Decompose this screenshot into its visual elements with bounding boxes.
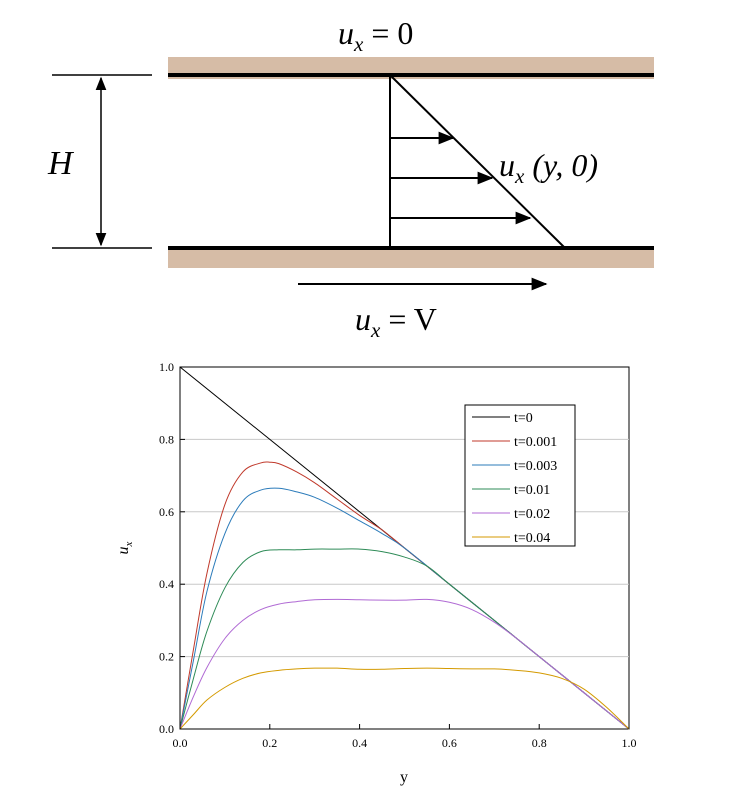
legend-label: t=0 bbox=[514, 411, 533, 426]
y-tick-label: 0.8 bbox=[159, 432, 174, 446]
x-tick-label: 0.2 bbox=[262, 736, 277, 750]
profile-label: ux (y, 0) bbox=[499, 147, 598, 188]
x-tick-label: 0.4 bbox=[352, 736, 367, 750]
x-axis-title: y bbox=[400, 769, 408, 786]
legend-label: t=0.001 bbox=[514, 435, 557, 450]
y-tick-label: 0.6 bbox=[159, 505, 174, 519]
x-tick-label: 0.8 bbox=[532, 736, 547, 750]
bottom-boundary-label: ux = V bbox=[355, 301, 437, 342]
profile-triangle-edge bbox=[389, 74, 566, 249]
legend-label: t=0.04 bbox=[514, 531, 550, 546]
height-label: H bbox=[47, 145, 75, 182]
x-tick-label: 0.6 bbox=[442, 736, 457, 750]
legend-label: t=0.02 bbox=[514, 507, 550, 522]
legend-label: t=0.003 bbox=[514, 459, 557, 474]
velocity-chart: 0.0 0.2 0.4 0.6 0.8 1.0 0.0 0.2 0.4 0.6 0.8 1.0 y u… bbox=[115, 360, 637, 786]
series-line-3 bbox=[179, 548, 630, 730]
legend-label: t=0.01 bbox=[514, 483, 550, 498]
y-tick-label: 0.2 bbox=[159, 650, 174, 664]
y-axis-title: ux bbox=[115, 541, 135, 554]
legend-box bbox=[464, 404, 576, 547]
legend: t=0 t=0.001 t=0.003 t=0.01 t=0.02 t=0.04 bbox=[464, 404, 576, 547]
couette-diagram: ux = 0 H ux (y, 0) ux = V bbox=[47, 15, 654, 342]
y-tick-label: 0.0 bbox=[159, 722, 174, 736]
y-tick-label: 0.4 bbox=[159, 577, 174, 591]
x-tick-label: 0.0 bbox=[173, 736, 188, 750]
x-tick-label: 1.0 bbox=[622, 736, 637, 750]
top-boundary-label: ux = 0 bbox=[338, 15, 413, 56]
series-line-5 bbox=[179, 667, 630, 730]
series-lines bbox=[179, 366, 630, 730]
plot-frame bbox=[179, 366, 630, 730]
bottom-wall bbox=[168, 246, 654, 268]
axis-ticks: 0.0 0.2 0.4 0.6 0.8 1.0 0.0 0.2 0.4 0.6 0.8 1.0 bbox=[159, 360, 637, 750]
series-line-4 bbox=[179, 598, 630, 730]
y-tick-label: 1.0 bbox=[159, 360, 174, 374]
